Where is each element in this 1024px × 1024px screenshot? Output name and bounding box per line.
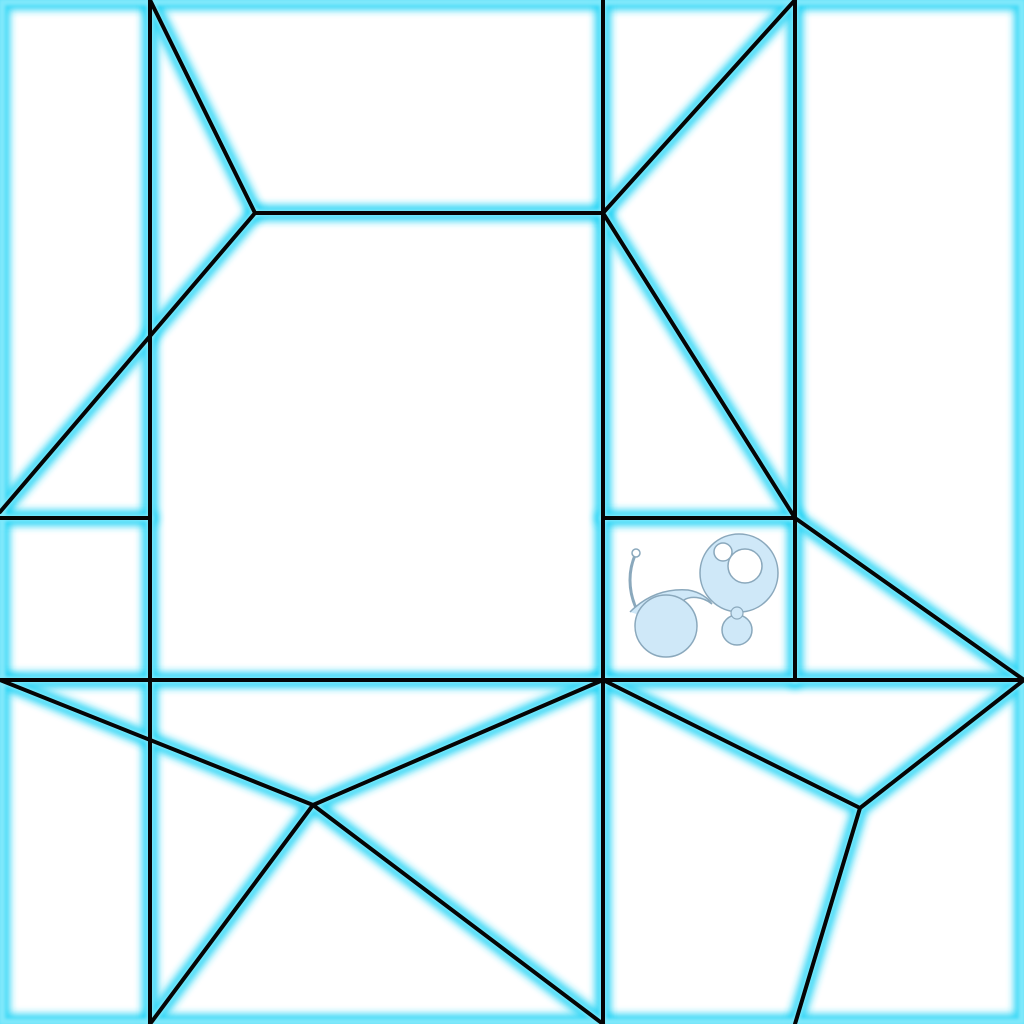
piece-bottom-right-corner[interactable] bbox=[795, 680, 1024, 1024]
piece-bottom-center-right[interactable] bbox=[313, 680, 603, 1024]
piece-bottom-center-top[interactable] bbox=[150, 680, 603, 805]
piece-right-middle-strip[interactable] bbox=[603, 0, 795, 518]
piece-center-large[interactable] bbox=[150, 213, 603, 680]
piece-bottom-left-strip[interactable] bbox=[0, 680, 150, 1024]
piece-left-middle-square[interactable] bbox=[0, 518, 150, 680]
piece-left-top-strip[interactable] bbox=[0, 0, 150, 512]
piece-bottom-right-top[interactable] bbox=[603, 680, 1024, 808]
snail-icon bbox=[628, 533, 779, 658]
piece-bottom-center-bottom[interactable] bbox=[150, 805, 603, 1024]
piece-bottom-left-wedge[interactable] bbox=[150, 738, 313, 1024]
piece-bottom-right-left[interactable] bbox=[603, 680, 860, 1024]
piece-far-right-strip[interactable] bbox=[795, 0, 1024, 680]
piece-top-left-triangle[interactable] bbox=[150, 0, 255, 340]
piece-top-center[interactable] bbox=[150, 0, 603, 213]
